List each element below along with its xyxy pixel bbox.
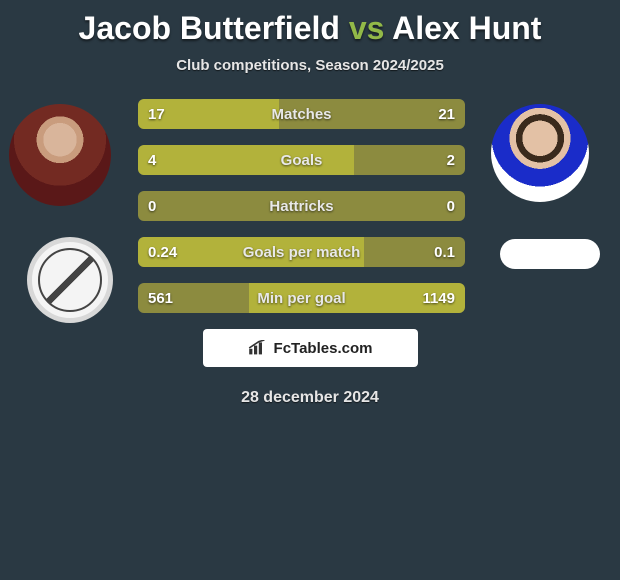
player1-club-crest xyxy=(27,237,113,323)
stat-row: 0.24Goals per match0.1 xyxy=(138,237,465,267)
player2-avatar xyxy=(491,104,589,202)
stat-label: Min per goal xyxy=(138,283,465,313)
stat-label: Matches xyxy=(138,99,465,129)
stat-bars: 17Matches21 4Goals2 0Hattricks0 0.24Goals p… xyxy=(138,99,465,313)
brand-text: FcTables.com xyxy=(274,340,373,357)
stat-row: 0Hattricks0 xyxy=(138,191,465,221)
stat-row: 561Min per goal1149 xyxy=(138,283,465,313)
player1-name: Jacob Butterfield xyxy=(79,10,340,46)
date-label: 28 december 2024 xyxy=(0,389,620,407)
player2-club-crest xyxy=(500,239,600,269)
player2-name: Alex Hunt xyxy=(392,10,541,46)
comparison-title: Jacob Butterfield vs Alex Hunt xyxy=(0,0,620,47)
stat-value-right: 0 xyxy=(447,191,455,221)
stat-row: 4Goals2 xyxy=(138,145,465,175)
brand-badge: FcTables.com xyxy=(203,329,418,367)
subtitle: Club competitions, Season 2024/2025 xyxy=(0,57,620,74)
stat-row: 17Matches21 xyxy=(138,99,465,129)
stat-value-right: 21 xyxy=(438,99,455,129)
stat-value-right: 1149 xyxy=(422,283,455,313)
stat-label: Hattricks xyxy=(138,191,465,221)
chart-icon xyxy=(248,340,268,356)
vs-label: vs xyxy=(349,10,385,46)
player1-avatar xyxy=(9,104,111,206)
stat-value-right: 0.1 xyxy=(434,237,455,267)
content-area: 17Matches21 4Goals2 0Hattricks0 0.24Goals p… xyxy=(0,99,620,407)
stat-label: Goals per match xyxy=(138,237,465,267)
stat-value-right: 2 xyxy=(447,145,455,175)
stat-label: Goals xyxy=(138,145,465,175)
